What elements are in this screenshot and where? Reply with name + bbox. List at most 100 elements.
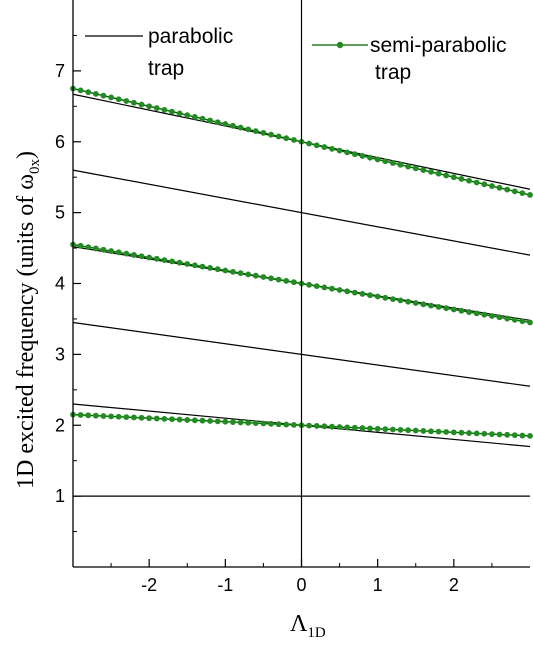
semi-parabolic-marker-8-53 — [473, 179, 480, 186]
semi-parabolic-marker-6-38 — [359, 425, 366, 431]
semi-parabolic-marker-6-35 — [336, 424, 343, 430]
semi-parabolic-marker-8-49 — [443, 172, 450, 179]
semi-parabolic-marker-7-39 — [367, 292, 373, 299]
legend-parabolic-label-line1: parabolic — [148, 25, 233, 48]
semi-parabolic-marker-6-22 — [237, 419, 244, 426]
semi-parabolic-marker-8-1 — [77, 87, 84, 94]
semi-parabolic-marker-8-13 — [169, 108, 175, 115]
semi-parabolic-marker-7-15 — [184, 261, 191, 267]
x-axis-title: Λ1D — [290, 611, 326, 641]
semi-parabolic-marker-8-31 — [306, 140, 313, 147]
semi-parabolic-marker-7-60 — [527, 319, 533, 326]
x-tick-label-2: 0 — [296, 575, 306, 595]
legend-semi-parabolic-label-line2: trap — [375, 61, 411, 84]
semi-parabolic-marker-8-2 — [85, 89, 92, 96]
semi-parabolic-marker-8-9 — [138, 101, 145, 108]
semi-parabolic-marker-8-32 — [313, 142, 320, 149]
semi-parabolic-marker-7-35 — [336, 287, 343, 293]
legend-parabolic-label-line2: trap — [148, 57, 184, 80]
semi-parabolic-marker-7-22 — [237, 270, 244, 277]
semi-parabolic-marker-6-43 — [397, 426, 404, 433]
semi-parabolic-marker-7-17 — [199, 263, 206, 270]
semi-parabolic-marker-6-28 — [283, 421, 290, 428]
semi-parabolic-marker-7-48 — [435, 303, 442, 310]
semi-parabolic-marker-6-3 — [92, 412, 99, 419]
semi-parabolic-marker-7-59 — [519, 318, 526, 325]
semi-parabolic-marker-7-58 — [511, 316, 518, 323]
semi-parabolic-marker-7-51 — [458, 307, 465, 314]
semi-parabolic-marker-6-27 — [275, 421, 282, 428]
semi-parabolic-marker-7-11 — [153, 255, 160, 262]
semi-parabolic-marker-6-31 — [306, 422, 313, 429]
semi-parabolic-marker-6-19 — [214, 418, 221, 425]
semi-parabolic-marker-6-1 — [77, 412, 84, 418]
semi-parabolic-marker-7-47 — [428, 302, 434, 309]
semi-parabolic-marker-7-13 — [169, 258, 175, 265]
semi-parabolic-marker-8-52 — [466, 177, 472, 184]
semi-parabolic-marker-8-15 — [184, 112, 191, 119]
semi-parabolic-marker-7-38 — [359, 290, 366, 297]
semi-parabolic-marker-7-53 — [473, 310, 480, 317]
semi-parabolic-marker-6-24 — [252, 420, 259, 427]
semi-parabolic-marker-6-48 — [435, 428, 442, 435]
semi-parabolic-marker-6-60 — [527, 432, 533, 439]
semi-parabolic-marker-8-57 — [504, 186, 511, 193]
semi-parabolic-marker-8-6 — [115, 96, 122, 103]
axis-titles: Λ1D 1D excited frequency (units of ω0x) — [13, 151, 326, 641]
semi-parabolic-marker-8-59 — [519, 190, 526, 197]
semi-parabolic-marker-8-19 — [214, 119, 221, 126]
semi-parabolic-marker-6-17 — [199, 417, 206, 424]
semi-parabolic-marker-7-5 — [108, 248, 114, 254]
semi-parabolic-marker-6-42 — [390, 426, 396, 433]
semi-parabolic-marker-7-31 — [306, 281, 313, 288]
semi-parabolic-marker-7-49 — [443, 305, 450, 312]
x-tick-label-1: -1 — [217, 575, 233, 595]
semi-parabolic-marker-8-17 — [199, 115, 206, 122]
semi-parabolic-marker-8-25 — [260, 129, 267, 136]
semi-parabolic-marker-8-38 — [359, 153, 366, 159]
semi-parabolic-marker-8-23 — [245, 126, 252, 133]
semi-parabolic-marker-6-29 — [290, 421, 297, 428]
semi-parabolic-marker-8-51 — [458, 176, 465, 182]
semi-parabolic-marker-8-4 — [100, 92, 107, 99]
y-tick-label-1: 2 — [55, 415, 65, 435]
semi-parabolic-marker-8-45 — [412, 165, 419, 172]
semi-parabolic-marker-8-60 — [527, 192, 533, 198]
semi-parabolic-marker-8-44 — [405, 163, 412, 170]
semi-parabolic-marker-6-2 — [85, 412, 92, 419]
semi-parabolic-marker-8-47 — [428, 168, 434, 175]
semi-parabolic-marker-7-16 — [191, 262, 198, 269]
semi-parabolic-marker-8-36 — [344, 149, 351, 156]
semi-parabolic-marker-7-6 — [115, 249, 122, 256]
semi-parabolic-marker-8-20 — [222, 121, 229, 127]
semi-parabolic-marker-8-21 — [230, 122, 236, 129]
semi-parabolic-marker-8-33 — [321, 144, 328, 150]
semi-parabolic-marker-6-10 — [146, 415, 153, 422]
semi-parabolic-marker-6-53 — [473, 430, 480, 437]
semi-parabolic-marker-8-26 — [268, 131, 274, 138]
semi-parabolic-marker-6-47 — [428, 428, 434, 435]
y-axis-title: 1D excited frequency (units of ω0x) — [13, 151, 43, 489]
semi-parabolic-marker-7-37 — [351, 289, 358, 296]
semi-parabolic-marker-8-40 — [374, 156, 381, 163]
semi-parabolic-marker-8-10 — [146, 103, 153, 110]
semi-parabolic-marker-7-54 — [481, 311, 488, 318]
semi-parabolic-marker-8-42 — [390, 160, 396, 166]
semi-parabolic-marker-6-34 — [329, 423, 335, 430]
semi-parabolic-marker-7-12 — [161, 257, 168, 264]
semi-parabolic-marker-8-35 — [336, 147, 343, 154]
semi-parabolic-marker-7-26 — [268, 275, 274, 282]
semi-parabolic-marker-8-48 — [435, 170, 442, 177]
semi-parabolic-marker-7-33 — [321, 284, 328, 291]
semi-parabolic-marker-6-9 — [138, 414, 145, 421]
semi-parabolic-marker-6-40 — [374, 425, 381, 432]
semi-parabolic-marker-7-24 — [252, 272, 259, 279]
x-tick-label-3: 1 — [373, 575, 383, 595]
semi-parabolic-marker-6-54 — [481, 430, 488, 437]
semi-parabolic-marker-6-16 — [191, 417, 198, 424]
semi-parabolic-marker-8-18 — [207, 117, 214, 124]
ticks: -2 -1 0 1 2 1 2 3 4 5 6 7 — [55, 34, 493, 595]
semi-parabolic-marker-8-43 — [397, 161, 404, 168]
semi-parabolic-marker-6-26 — [268, 420, 274, 427]
